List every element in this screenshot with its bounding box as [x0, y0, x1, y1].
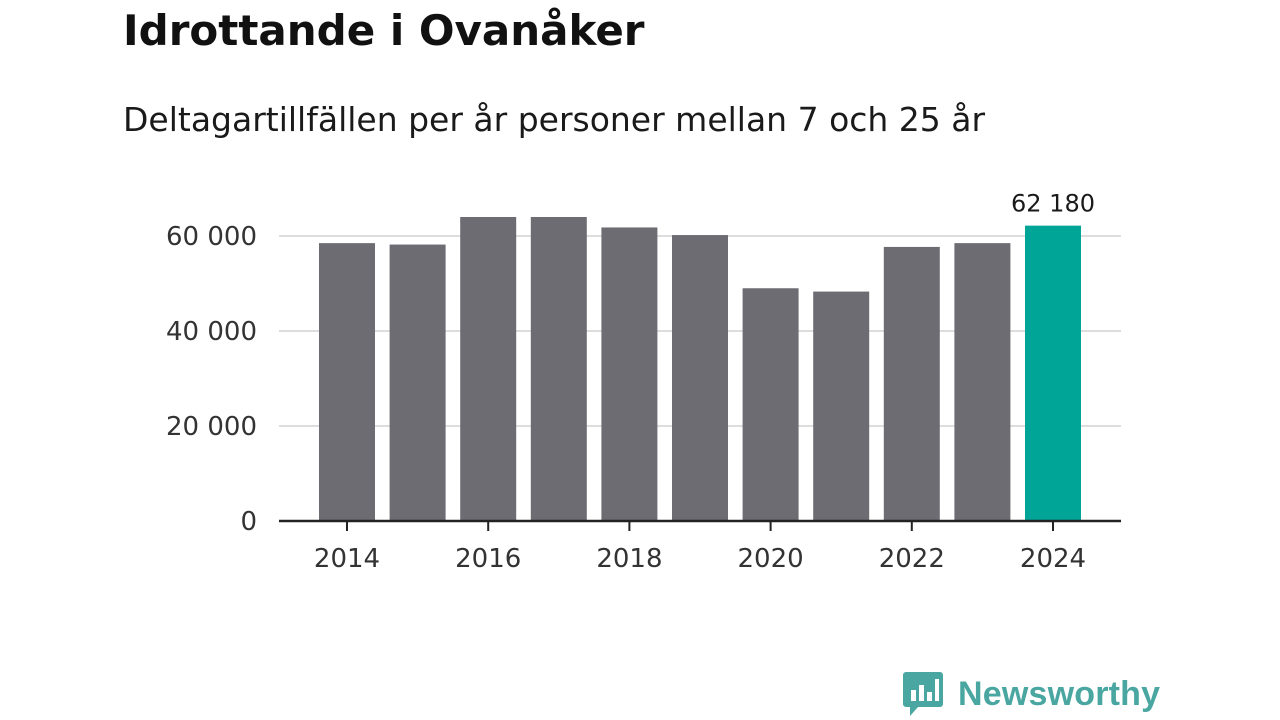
y-axis-ticks: 0 20 000 40 000 60 000	[166, 222, 257, 537]
bar-2022	[883, 246, 940, 522]
bar-2018	[601, 227, 658, 521]
bar-2019	[672, 235, 728, 522]
brand-logo: Newsworthy	[902, 670, 1160, 718]
bar-2015	[389, 244, 446, 522]
y-tick-label: 60 000	[166, 222, 257, 252]
data-label-2024: 62 180	[1011, 190, 1095, 218]
bar-2016	[460, 217, 517, 521]
chart-title: Idrottande i Ovanåker	[123, 6, 645, 55]
x-tick-label: 2020	[738, 544, 804, 574]
y-tick-label: 40 000	[166, 317, 257, 347]
brand-name: Newsworthy	[958, 674, 1161, 713]
bar-2023	[954, 243, 1011, 521]
y-tick-label: 0	[240, 507, 257, 537]
bar-2017	[530, 217, 587, 521]
x-tick-label: 2018	[596, 544, 662, 574]
bar-2021	[813, 291, 870, 521]
x-axis-ticks: 2014 2016 2018 2020 2022 2024	[314, 521, 1086, 574]
x-tick-label: 2022	[879, 544, 945, 574]
bar-2020	[742, 288, 799, 521]
chart-subtitle: Deltagartillfällen per år personer mella…	[123, 100, 986, 139]
bar-2024	[1025, 225, 1081, 521]
bar-2014	[319, 243, 375, 521]
data-labels: 62 180	[1011, 190, 1095, 218]
y-tick-label: 20 000	[166, 412, 257, 442]
x-tick-label: 2024	[1020, 544, 1086, 574]
x-tick-label: 2014	[314, 544, 380, 574]
x-tick-label: 2016	[455, 544, 521, 574]
newsworthy-logo-icon	[903, 672, 943, 716]
bars	[319, 217, 1081, 522]
